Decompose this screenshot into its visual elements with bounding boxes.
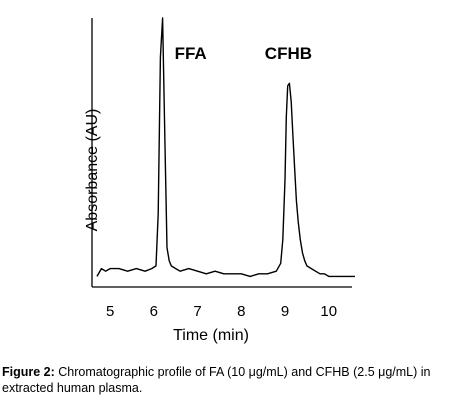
x-tick-label: 5: [106, 303, 114, 320]
peak-label-cfhb: CFHB: [265, 44, 312, 63]
caption-label: Figure 2:: [2, 365, 55, 379]
y-axis-title: Absorbance (AU): [84, 109, 101, 232]
peak-label-ffa: FFA: [175, 44, 207, 63]
x-tick-layer: 5 6 7 8 9 10: [106, 303, 337, 320]
chromatogram-trace: [96, 17, 355, 278]
x-axis-title: Time (min): [173, 327, 249, 344]
x-tick-label: 10: [320, 303, 337, 320]
x-tick-label: 7: [193, 303, 201, 320]
chromatogram-chart: 5 6 7 8 9 10 FFA CFHB Time (min) Absorbance (A…: [84, 17, 355, 344]
x-tick-label: 8: [237, 303, 245, 320]
x-tick-label: 9: [281, 303, 289, 320]
caption-text: Chromatographic profile of FA (10 μg/mL)…: [2, 365, 431, 395]
figure-caption: Figure 2: Chromatographic profile of FA …: [2, 364, 449, 396]
annotation-layer: FFA CFHB: [175, 44, 312, 63]
x-tick-label: 6: [150, 303, 158, 320]
trace-layer: [96, 17, 355, 278]
